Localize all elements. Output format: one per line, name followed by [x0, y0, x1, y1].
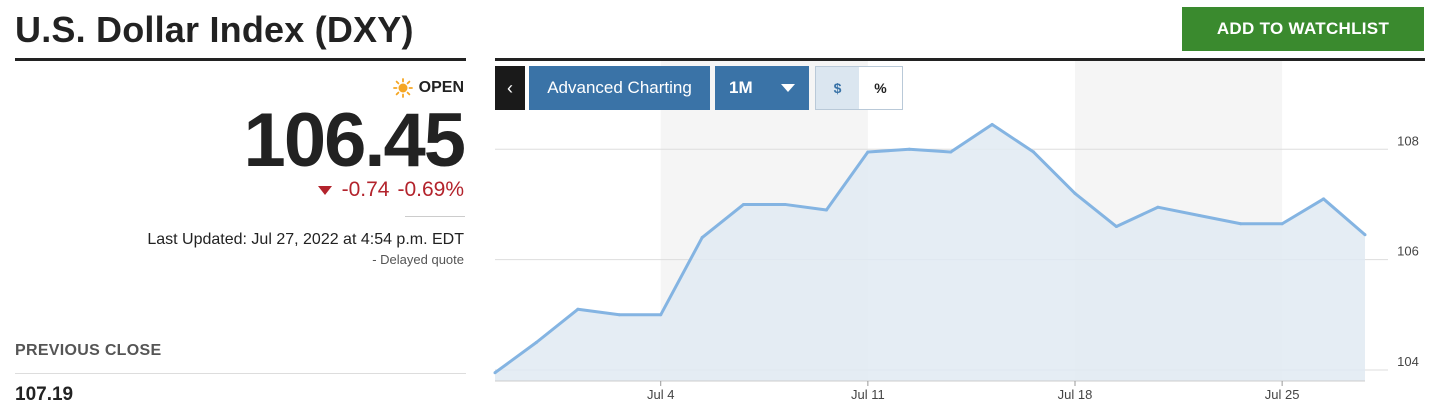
price-area [495, 124, 1365, 381]
change-divider [405, 216, 465, 217]
chart-toolbar: ‹ Advanced Charting 1M $ % [495, 66, 903, 110]
market-status: OPEN [392, 78, 464, 98]
x-tick-label: Jul 25 [1265, 387, 1300, 402]
x-tick-label: Jul 11 [851, 387, 885, 402]
data-point [1032, 150, 1036, 154]
data-point [617, 313, 621, 317]
delayed-quote-note: - Delayed quote [372, 252, 464, 267]
previous-close-label: PREVIOUS CLOSE [15, 342, 162, 359]
down-arrow-icon [317, 185, 332, 195]
data-point [949, 150, 953, 154]
data-point [1114, 225, 1118, 229]
collapse-button[interactable]: ‹ [495, 66, 525, 110]
data-point [700, 236, 704, 240]
percent-mode-button[interactable]: % [859, 67, 902, 109]
y-tick-label: 108 [1397, 133, 1419, 148]
x-tick-label: Jul 18 [1058, 387, 1093, 402]
add-to-watchlist-button[interactable]: ADD TO WATCHLIST [1182, 7, 1424, 51]
last-price: 106.45 [243, 98, 466, 183]
change-percent: -0.69% [397, 178, 464, 201]
data-point [493, 371, 497, 375]
data-point [1156, 205, 1160, 209]
price-line [494, 122, 1366, 374]
data-point [866, 150, 870, 154]
x-tick-label: Jul 4 [647, 387, 674, 402]
dollar-mode-button[interactable]: $ [816, 67, 859, 109]
y-tick-label: 104 [1397, 354, 1419, 369]
data-point [1322, 197, 1326, 201]
data-point [1197, 213, 1201, 217]
chevron-down-icon [781, 84, 795, 92]
change-points: -0.74 [341, 178, 390, 201]
data-point [576, 307, 580, 311]
data-point [1280, 222, 1284, 226]
previous-close-value: 107.19 [15, 384, 74, 405]
page-title: U.S. Dollar Index (DXY) [15, 9, 414, 50]
chevron-left-icon: ‹ [507, 77, 513, 98]
previous-close-divider [15, 373, 466, 374]
last-updated: Last Updated: Jul 27, 2022 at 4:54 p.m. … [147, 231, 464, 248]
data-point [990, 122, 994, 126]
range-dropdown[interactable]: 1M [715, 66, 809, 110]
market-status-label: OPEN [418, 79, 464, 96]
title-divider [15, 58, 466, 61]
range-label: 1M [729, 78, 753, 97]
price-change: -0.74 -0.69% [317, 178, 464, 202]
data-point [534, 340, 538, 344]
value-mode-toggle: $ % [815, 66, 903, 110]
data-point [824, 208, 828, 212]
sun-icon [392, 78, 413, 98]
data-point [907, 147, 911, 151]
data-point [1239, 222, 1243, 226]
y-tick-label: 106 [1397, 244, 1419, 259]
data-point [1073, 191, 1077, 195]
data-point [783, 202, 787, 206]
data-point [1363, 233, 1367, 237]
advanced-charting-button[interactable]: Advanced Charting [529, 66, 710, 110]
data-point [659, 313, 663, 317]
chart-divider [495, 58, 1425, 61]
data-point [742, 202, 746, 206]
